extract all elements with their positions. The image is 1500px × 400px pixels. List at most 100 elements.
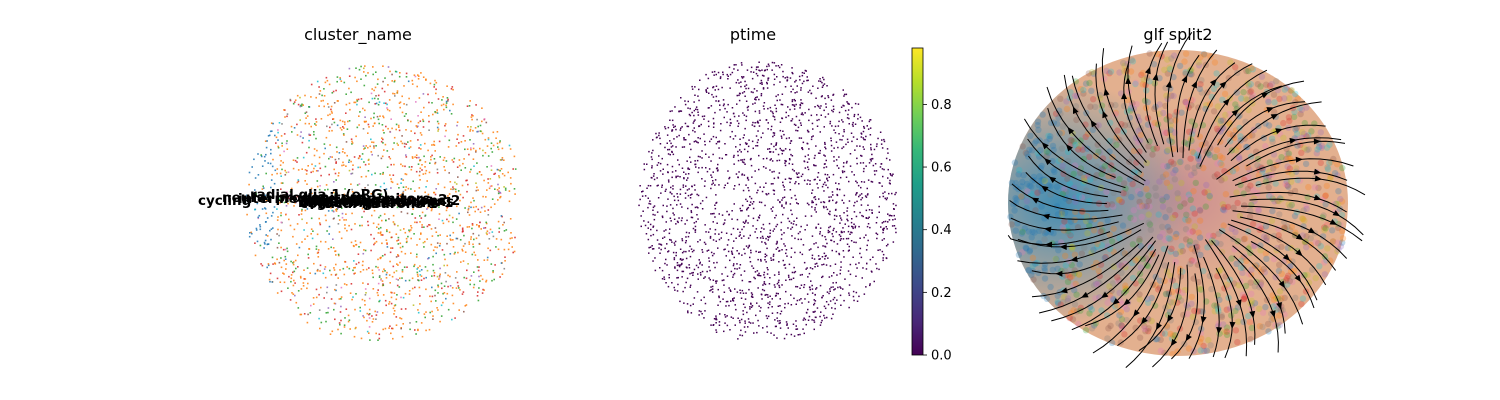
- cell-point: [389, 260, 391, 263]
- cell-point: [417, 266, 419, 269]
- cell-point: [846, 210, 848, 212]
- cell-point: [859, 145, 861, 147]
- cell-point: [431, 286, 433, 289]
- cell-point: [784, 306, 786, 309]
- cell-point: [464, 167, 467, 169]
- cell-point: [665, 221, 667, 223]
- cell-point: [482, 149, 484, 152]
- cell-point: [456, 237, 459, 240]
- cell-point: [860, 256, 863, 259]
- cell-point: [293, 127, 296, 129]
- cell-point: [1135, 127, 1142, 134]
- cell-point: [819, 152, 821, 154]
- cell-point: [480, 206, 483, 209]
- cell-point: [499, 140, 501, 142]
- cell-point: [278, 242, 280, 244]
- cell-point: [1281, 294, 1288, 302]
- cell-point: [331, 209, 333, 212]
- cell-point: [345, 93, 347, 95]
- cell-point: [391, 80, 393, 82]
- cell-point: [308, 248, 311, 250]
- cell-point: [404, 231, 407, 234]
- cell-point: [763, 271, 766, 274]
- cell-point: [277, 216, 279, 218]
- cell-point: [399, 317, 401, 319]
- cell-point: [800, 225, 802, 228]
- cell-point: [704, 180, 706, 182]
- cell-point: [305, 173, 308, 175]
- cell-point: [849, 263, 852, 266]
- cell-point: [718, 296, 720, 299]
- cell-point: [1211, 302, 1218, 309]
- cell-point: [1205, 336, 1212, 344]
- cell-point: [1292, 294, 1299, 301]
- cell-point: [873, 170, 876, 172]
- cell-point: [883, 138, 885, 141]
- cell-point: [695, 106, 698, 108]
- cell-point: [294, 259, 297, 262]
- cell-point: [375, 95, 377, 97]
- cell-point: [318, 156, 321, 159]
- cell-point: [733, 163, 735, 165]
- cell-point: [1068, 273, 1076, 280]
- cell-point: [847, 230, 850, 233]
- cell-point: [882, 228, 884, 231]
- cell-point: [1035, 181, 1043, 189]
- cell-point: [695, 264, 698, 267]
- cell-point: [868, 162, 871, 164]
- cell-point: [368, 158, 370, 161]
- cell-point: [785, 116, 787, 119]
- cell-point: [338, 231, 341, 233]
- cell-point: [356, 126, 359, 129]
- cell-point: [1080, 174, 1088, 182]
- cell-point: [725, 300, 728, 303]
- cell-point: [758, 217, 760, 219]
- cell-point: [412, 304, 415, 306]
- cell-point: [747, 87, 750, 90]
- cell-point: [302, 104, 304, 106]
- cell-point: [710, 138, 713, 140]
- cell-point: [1037, 165, 1044, 172]
- cell-point: [318, 317, 320, 320]
- cell-point: [760, 136, 762, 139]
- cell-point: [848, 249, 850, 251]
- cell-point: [840, 266, 842, 268]
- cell-point: [1183, 210, 1190, 218]
- cell-point: [743, 134, 745, 136]
- cell-point: [271, 173, 273, 176]
- cell-point: [494, 188, 496, 190]
- cell-point: [351, 298, 353, 301]
- cell-point: [822, 84, 824, 87]
- cell-point: [437, 286, 440, 288]
- cell-point: [865, 165, 867, 167]
- cell-point: [285, 171, 288, 174]
- cell-point: [365, 292, 367, 294]
- cell-point: [766, 157, 768, 160]
- cell-point: [735, 308, 737, 311]
- cell-point: [726, 300, 729, 303]
- cell-point: [1160, 245, 1168, 253]
- cell-point: [779, 129, 782, 132]
- cell-point: [483, 289, 485, 291]
- cell-point: [717, 288, 719, 291]
- cell-point: [778, 172, 781, 174]
- cell-point: [314, 123, 316, 125]
- cell-point: [847, 219, 849, 222]
- cell-point: [824, 258, 826, 260]
- cell-point: [1262, 250, 1270, 257]
- cell-point: [280, 257, 282, 259]
- cell-point: [361, 264, 364, 267]
- cell-point: [432, 315, 434, 317]
- cell-point: [743, 235, 745, 237]
- cell-point: [831, 109, 833, 112]
- cell-point: [1269, 138, 1276, 145]
- cell-point: [745, 184, 747, 186]
- cell-point: [694, 229, 696, 231]
- cell-point: [422, 118, 424, 121]
- cell-point: [1159, 223, 1166, 230]
- cell-point: [769, 295, 771, 297]
- cell-point: [1103, 188, 1110, 196]
- cell-point: [300, 105, 303, 107]
- cell-point: [1276, 195, 1284, 202]
- cell-point: [653, 205, 656, 207]
